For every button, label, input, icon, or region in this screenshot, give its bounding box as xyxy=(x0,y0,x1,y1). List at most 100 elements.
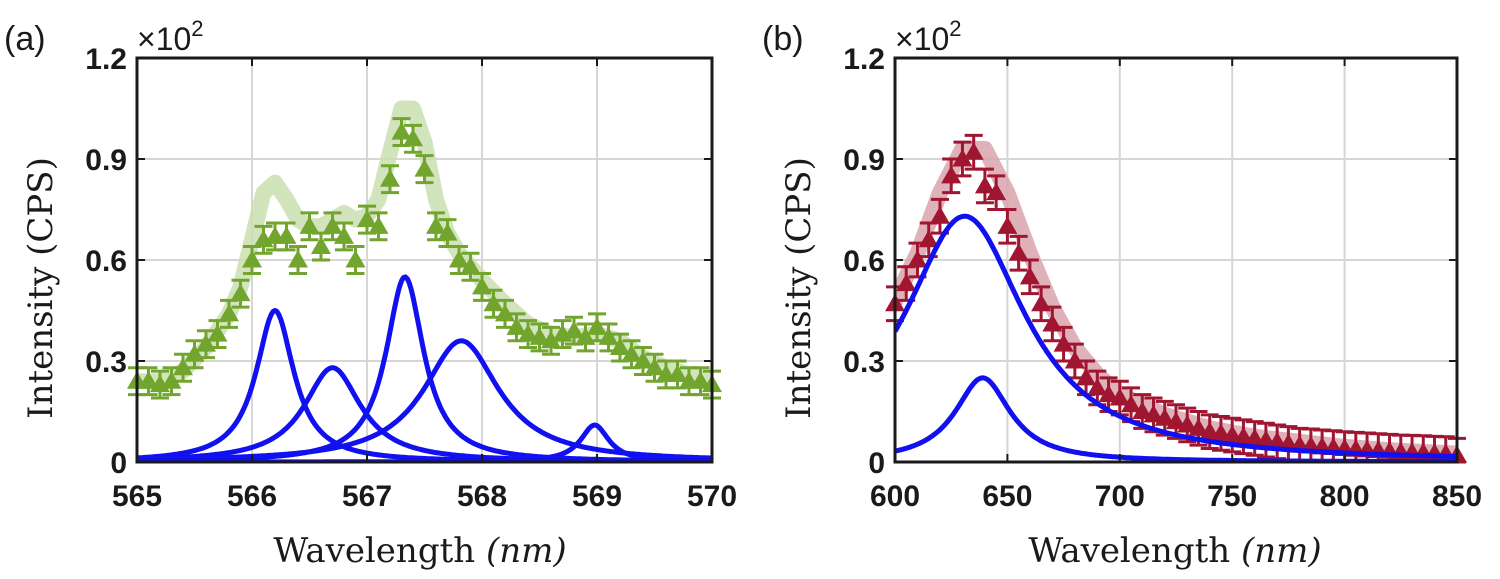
data-point-marker xyxy=(1087,377,1108,396)
data-point-marker xyxy=(575,327,596,345)
fit-curve-4 xyxy=(137,338,712,462)
data-point-marker xyxy=(230,283,251,302)
data-point-marker xyxy=(322,216,343,234)
panel-b-markers xyxy=(885,142,1467,463)
data-point-marker xyxy=(1177,414,1198,433)
data-point-marker xyxy=(138,371,159,389)
x-tick-label: 565 xyxy=(112,480,162,513)
panel-b-grid xyxy=(894,57,1458,463)
panel-b-y-ticks: 0 0.3 0.6 0.9 1.2 xyxy=(843,43,1457,480)
x-tick-label: 650 xyxy=(982,480,1032,513)
data-point-marker xyxy=(1188,418,1209,436)
data-point-marker xyxy=(1076,367,1097,386)
x-tick-label: 850 xyxy=(1432,480,1482,513)
panel-b-label: (b) xyxy=(762,20,804,58)
data-point-marker xyxy=(1031,293,1052,312)
data-point-marker xyxy=(1109,388,1130,406)
data-point-marker xyxy=(391,122,412,140)
data-point-marker xyxy=(518,324,538,342)
data-point-marker xyxy=(299,216,320,234)
data-point-marker xyxy=(276,226,297,244)
y-tick-label: 1.2 xyxy=(843,43,885,76)
x-tick-label: 600 xyxy=(870,480,920,513)
panel-b-y-axis-label: Intensity (CPS) xyxy=(779,157,819,419)
data-point-marker xyxy=(184,344,205,362)
panel-a-x-axis-label: Wavelength (nm) xyxy=(273,531,566,571)
data-point-marker xyxy=(426,216,446,234)
panel-a-x-ticks: 565 566 567 568 569 570 xyxy=(112,58,737,513)
data-point-marker xyxy=(472,276,492,295)
panel-a-exponent-power: 2 xyxy=(191,16,203,41)
data-point-marker xyxy=(483,293,504,312)
data-point-marker xyxy=(564,320,584,339)
data-point-marker xyxy=(633,351,653,369)
data-point-marker xyxy=(1132,401,1153,419)
fit-curve-2 xyxy=(137,365,712,462)
data-point-marker xyxy=(506,317,527,335)
data-point-marker xyxy=(610,337,630,356)
panel-a-label: (a) xyxy=(4,20,46,58)
data-point-marker xyxy=(644,357,665,376)
panel-a-y-ticks: 0 0.3 0.6 0.9 1.2 xyxy=(85,43,712,480)
x-tick-label: 567 xyxy=(342,480,392,513)
data-point-marker xyxy=(1166,411,1186,430)
data-point-marker xyxy=(449,250,469,268)
data-point-marker xyxy=(963,142,984,160)
y-tick-label: 0.3 xyxy=(843,346,885,379)
data-point-marker xyxy=(380,169,400,187)
data-point-marker xyxy=(621,344,642,362)
data-point-marker xyxy=(1121,394,1142,413)
panel-a-exponent: ×102 xyxy=(137,16,204,57)
y-tick-label: 0.9 xyxy=(843,144,885,177)
data-point-marker xyxy=(541,330,561,349)
data-point-marker xyxy=(1064,351,1085,369)
y-tick-label: 0.6 xyxy=(85,245,127,278)
data-point-marker xyxy=(907,250,928,268)
data-point-marker xyxy=(918,229,939,248)
panel-b-x-axis-label-unit: (nm) xyxy=(1241,531,1322,571)
data-point-marker xyxy=(529,327,550,345)
data-point-marker xyxy=(587,317,607,335)
data-point-marker xyxy=(1143,404,1164,423)
x-tick-label: 569 xyxy=(572,480,622,513)
panel-a-x-axis-label-main: Wavelength xyxy=(273,531,486,571)
x-tick-label: 566 xyxy=(227,480,277,513)
data-point-marker xyxy=(437,223,458,241)
panel-a: 565 566 567 568 569 570 0 0.3 0.6 0.9 1.2 (a) ×10… xyxy=(4,16,737,571)
data-point-marker xyxy=(403,128,423,147)
panel-a-fits xyxy=(137,274,712,462)
data-point-marker xyxy=(311,236,331,255)
data-point-marker xyxy=(941,165,962,184)
data-point-marker xyxy=(952,149,973,167)
data-point-marker xyxy=(219,303,239,322)
data-point-marker xyxy=(1019,266,1040,285)
data-point-marker xyxy=(667,364,688,382)
data-point-marker xyxy=(598,327,619,345)
data-point-marker xyxy=(1053,334,1074,352)
data-point-marker xyxy=(1098,384,1119,403)
panel-b-exponent-power: 2 xyxy=(949,16,961,41)
data-point-marker xyxy=(345,250,366,268)
panel-b-exponent: ×102 xyxy=(895,16,962,57)
panel-a-markers xyxy=(127,122,722,393)
data-point-marker xyxy=(1042,313,1063,332)
y-tick-label: 0 xyxy=(110,447,127,480)
data-point-marker xyxy=(368,216,389,234)
y-tick-label: 0.9 xyxy=(85,144,127,177)
data-point-marker xyxy=(1008,243,1029,261)
data-point-marker xyxy=(690,371,711,389)
panel-b-exponent-base: ×10 xyxy=(895,21,949,57)
data-point-marker xyxy=(997,216,1018,234)
x-tick-label: 800 xyxy=(1320,480,1370,513)
y-tick-label: 0.6 xyxy=(843,245,885,278)
data-point-marker xyxy=(986,182,1007,201)
data-point-marker xyxy=(1154,408,1175,426)
data-point-marker xyxy=(161,371,182,389)
y-tick-label: 0.3 xyxy=(85,346,127,379)
data-point-marker xyxy=(173,357,193,376)
panel-b-x-axis-label: Wavelength (nm) xyxy=(1028,531,1321,571)
data-point-marker xyxy=(929,206,950,224)
data-point-marker xyxy=(414,159,435,177)
x-tick-label: 750 xyxy=(1207,480,1257,513)
